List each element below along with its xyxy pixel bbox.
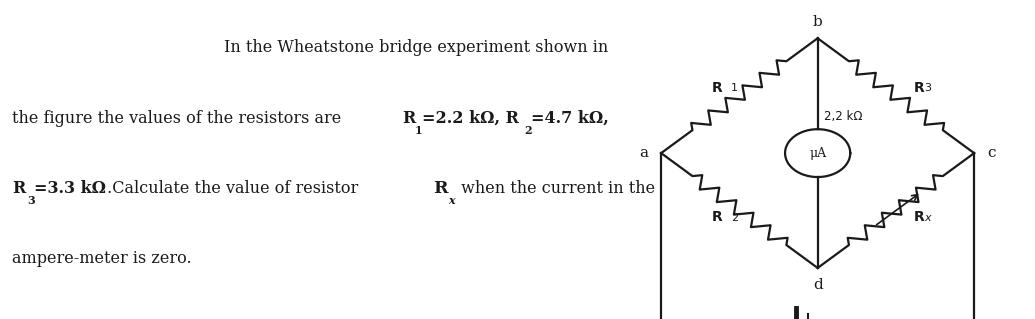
- Text: c: c: [987, 146, 996, 160]
- Text: ampere-meter is zero.: ampere-meter is zero.: [12, 250, 193, 267]
- Text: In the Wheatstone bridge experiment shown in: In the Wheatstone bridge experiment show…: [225, 39, 609, 56]
- Text: =2.2 kΩ, R: =2.2 kΩ, R: [421, 109, 519, 127]
- Text: R: R: [12, 180, 26, 197]
- Text: μA: μA: [809, 147, 826, 160]
- Text: 2,2 kΩ: 2,2 kΩ: [824, 110, 862, 123]
- Text: when the current in the: when the current in the: [456, 180, 655, 197]
- Text: R: R: [402, 109, 415, 127]
- Text: x: x: [448, 196, 455, 206]
- Text: 3: 3: [924, 83, 932, 93]
- Text: 2: 2: [731, 213, 738, 223]
- Text: R: R: [913, 210, 924, 224]
- Text: x: x: [924, 213, 932, 223]
- Text: b: b: [812, 15, 823, 29]
- Text: d: d: [812, 278, 823, 292]
- Text: R: R: [711, 81, 722, 95]
- Text: R: R: [913, 81, 924, 95]
- Text: =4.7 kΩ,: =4.7 kΩ,: [531, 109, 609, 127]
- Text: a: a: [640, 146, 648, 160]
- Text: 2: 2: [525, 125, 532, 136]
- Text: R: R: [434, 180, 448, 197]
- Text: the figure the values of the resistors are: the figure the values of the resistors a…: [12, 109, 352, 127]
- Text: R: R: [711, 210, 722, 224]
- Text: 1: 1: [415, 125, 422, 136]
- Text: 1: 1: [731, 83, 738, 93]
- Text: =3.3 kΩ: =3.3 kΩ: [34, 180, 107, 197]
- Text: .Calculate the value of resistor: .Calculate the value of resistor: [102, 180, 364, 197]
- Text: 3: 3: [27, 196, 35, 206]
